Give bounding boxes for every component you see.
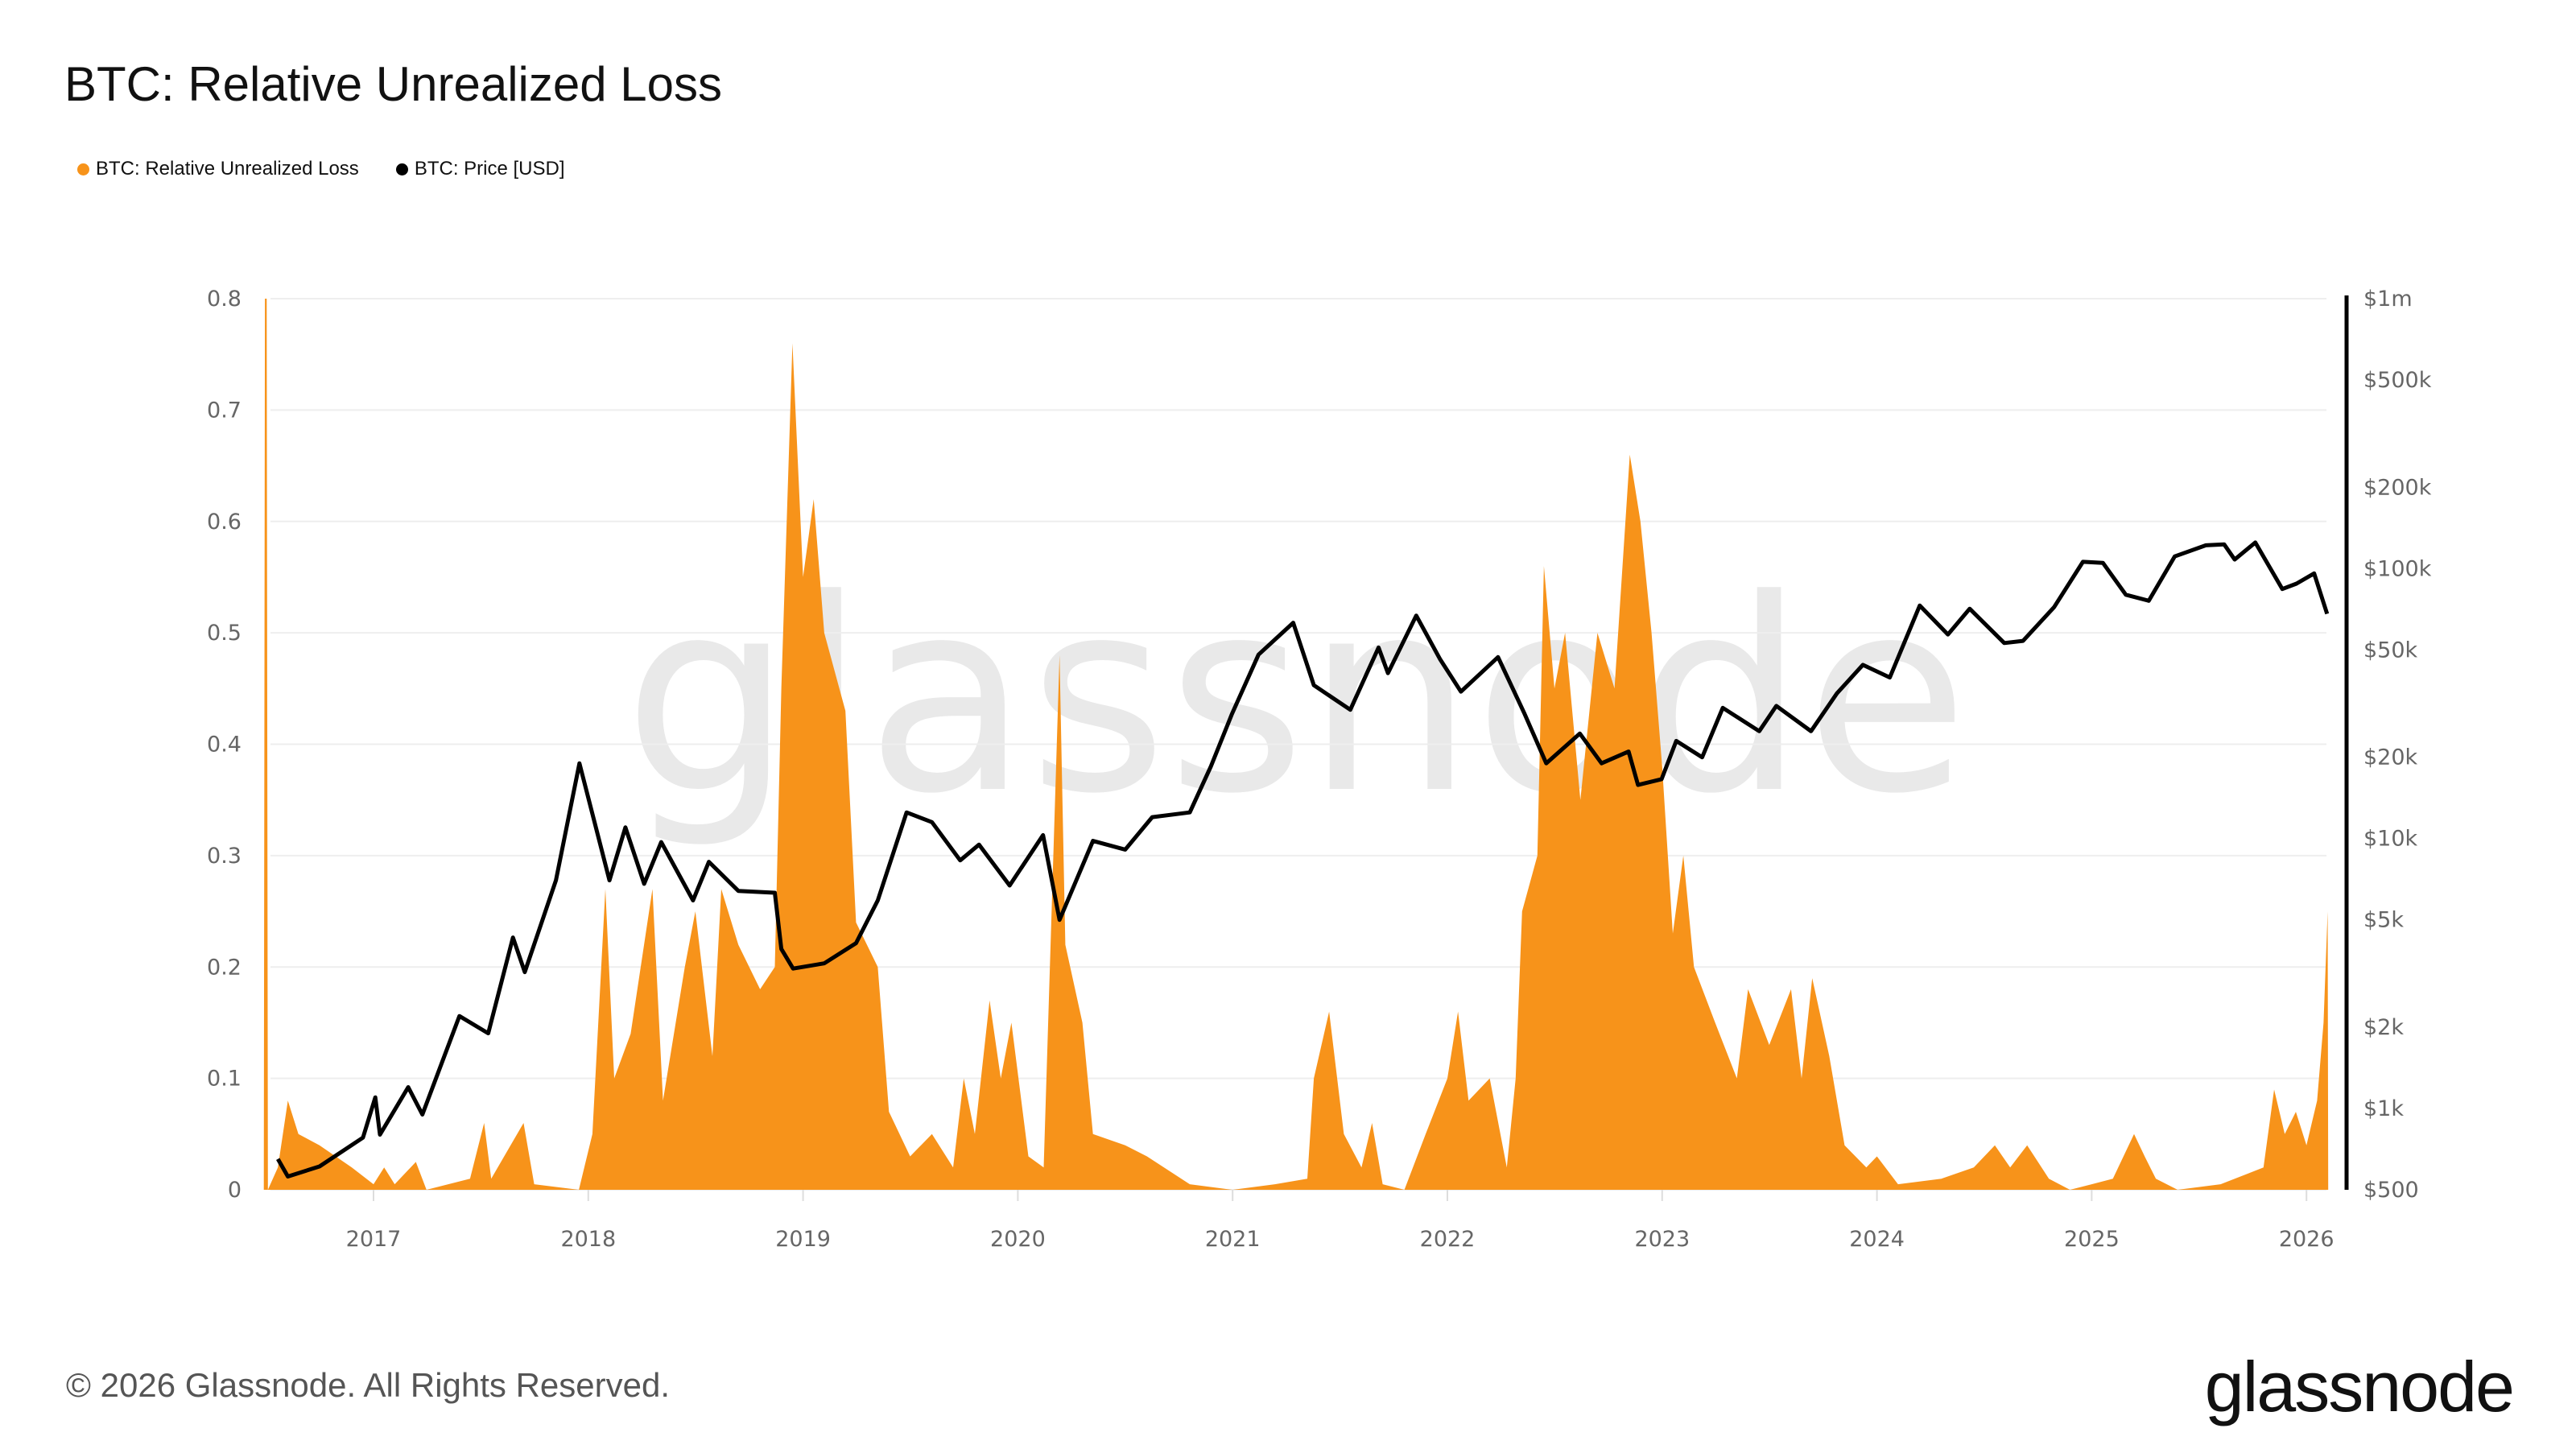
y-right-tick-label: $200k	[2363, 475, 2432, 500]
y-left-tick-label: 0.4	[207, 733, 242, 758]
y-left-tick-label: 0	[228, 1178, 242, 1203]
grid	[270, 298, 2326, 1191]
legend-item-price[interactable]: BTC: Price [USD]	[395, 158, 565, 180]
x-tick-label: 2020	[990, 1227, 1046, 1252]
copyright: © 2026 Glassnode. All Rights Reserved.	[66, 1366, 671, 1404]
y-right-tick-label: $100k	[2363, 556, 2432, 581]
y-right-tick-label: $1m	[2363, 287, 2413, 312]
x-tick-label: 2017	[346, 1227, 402, 1252]
y-right-tick-label: $50k	[2363, 638, 2418, 663]
y-left-tick-label: 0.8	[207, 287, 242, 312]
y-right-tick-label: $10k	[2363, 827, 2418, 852]
y-left-tick-label: 0.5	[207, 621, 242, 646]
y-left-tick-label: 0.6	[207, 510, 242, 535]
price-line	[276, 540, 2330, 1179]
y-left-tick-label: 0.3	[207, 844, 242, 869]
y-left-tick-label: 0.7	[207, 398, 242, 423]
legend-label: BTC: Price [USD]	[414, 158, 565, 180]
y-right-tick-label: $1k	[2363, 1096, 2404, 1121]
legend-dot-black	[395, 163, 408, 175]
glassnode-logo: glassnode	[2204, 1347, 2515, 1426]
x-tick-label: 2018	[560, 1227, 616, 1252]
y-right-tick-label: $20k	[2363, 745, 2418, 770]
y-left-tick-label: 0.1	[207, 1067, 242, 1092]
legend-dot-orange	[77, 163, 89, 175]
x-tick-label: 2026	[2279, 1227, 2334, 1252]
legend-label: BTC: Relative Unrealized Loss	[96, 158, 359, 180]
x-tick-label: 2019	[775, 1227, 831, 1252]
x-tick-label: 2022	[1420, 1227, 1476, 1252]
y-right-tick-label: $2k	[2363, 1015, 2404, 1040]
y-left-tick-label: 0.2	[207, 955, 242, 980]
x-tick-label: 2023	[1634, 1227, 1690, 1252]
x-tick-label: 2024	[1849, 1227, 1905, 1252]
legend: BTC: Relative Unrealized Loss BTC: Price…	[77, 158, 565, 180]
y-right-tick-label: $500	[2363, 1178, 2419, 1203]
y-right-tick-label: $5k	[2363, 908, 2404, 933]
legend-item-unrealized-loss[interactable]: BTC: Relative Unrealized Loss	[77, 158, 359, 180]
chart-title: BTC: Relative Unrealized Loss	[64, 57, 723, 111]
axis-ticks: 0 0.1 0.2 0.3 0.4 0.5 0.6 0.7 0.8 $500 $1k $2k $5k $1…	[207, 287, 2432, 1252]
y-right-tick-label: $500k	[2363, 368, 2432, 393]
x-tick-label: 2021	[1205, 1227, 1261, 1252]
unrealized-loss-area	[263, 299, 2329, 1190]
x-tick-label: 2025	[2064, 1227, 2120, 1252]
chart-marks	[263, 299, 2330, 1190]
